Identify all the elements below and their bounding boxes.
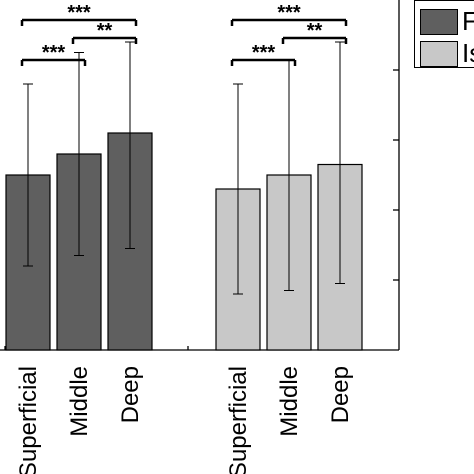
- category-label: Middle: [66, 366, 93, 437]
- significance-label: **: [97, 20, 113, 42]
- significance-label: ***: [67, 2, 91, 24]
- category-label: Deep: [327, 366, 354, 423]
- category-label: Middle: [276, 366, 303, 437]
- category-label: Superficial: [15, 366, 42, 474]
- significance-label: ***: [42, 42, 66, 64]
- significance-label: ***: [277, 2, 301, 24]
- significance-label: **: [307, 20, 323, 42]
- category-label: Deep: [117, 366, 144, 423]
- category-label: Superficial: [225, 366, 252, 474]
- significance-label: ***: [252, 42, 276, 64]
